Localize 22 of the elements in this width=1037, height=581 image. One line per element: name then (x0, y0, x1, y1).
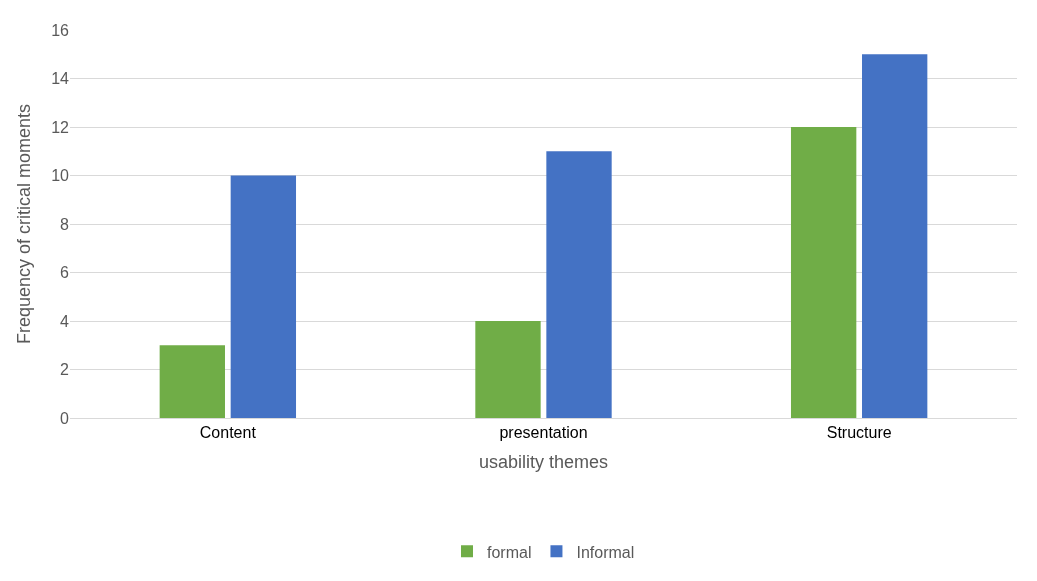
x-axis-title: usability themes (478, 452, 609, 473)
x-tick-label: Structure (826, 424, 892, 442)
y-tick-label: 8 (60, 215, 70, 233)
bar (475, 321, 541, 418)
y-tick-label: 10 (51, 167, 70, 185)
y-tick-label: 12 (51, 118, 70, 136)
legend-label: Informal (576, 543, 635, 561)
bar (862, 54, 928, 418)
bar (230, 175, 297, 418)
y-tick-label: 16 (51, 21, 70, 39)
y-tick-label: 0 (60, 409, 70, 427)
y-tick-label: 4 (60, 312, 70, 330)
bar (790, 127, 857, 418)
y-axis-title: Frequency of critical moments (14, 103, 35, 345)
y-tick-label: 6 (60, 264, 70, 282)
x-tick-label: Content (199, 424, 257, 442)
bar (159, 345, 225, 418)
y-tick-label: 14 (51, 70, 70, 88)
x-tick-label: presentation (499, 424, 588, 442)
y-tick-label: 2 (60, 361, 70, 379)
legend-label: formal (487, 543, 532, 561)
bar (546, 151, 612, 418)
